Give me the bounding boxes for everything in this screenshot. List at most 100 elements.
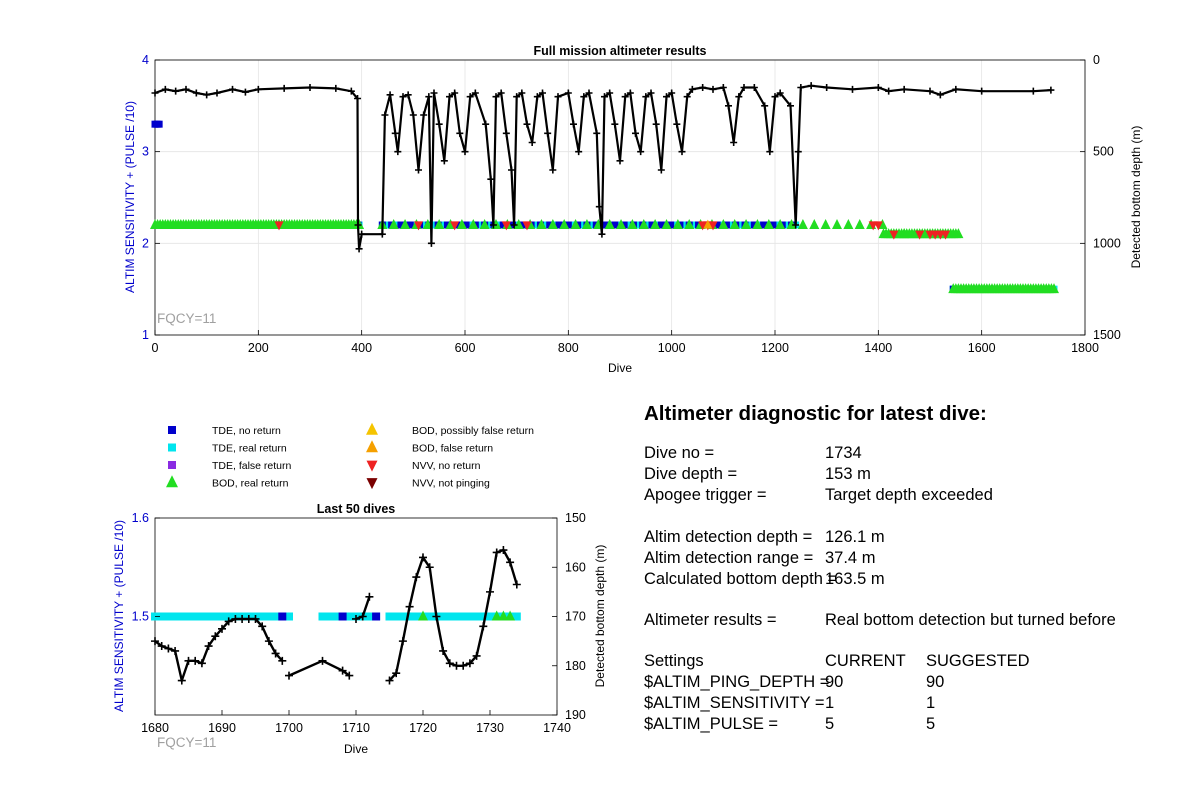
depth-point [171, 646, 180, 655]
depth-point [427, 239, 435, 247]
depth-point [487, 175, 495, 183]
depth-point [254, 85, 262, 93]
depth-point [419, 553, 427, 562]
depth-point [404, 91, 412, 99]
bod-real-return-marker [434, 219, 445, 229]
bod-real-return-marker [581, 219, 592, 229]
depth-point [1047, 86, 1055, 94]
legend-square-marker [168, 426, 176, 434]
top-plot-frame [154, 59, 1086, 336]
depth-point [611, 120, 619, 128]
bod-real-return-marker [752, 219, 763, 229]
depth-point [512, 580, 521, 589]
depth-point [213, 89, 221, 97]
bod-real-return-marker [468, 219, 479, 229]
depth-point [595, 203, 603, 211]
depth-point [238, 614, 247, 623]
depth-point [378, 230, 386, 238]
depth-point [177, 676, 186, 685]
ping-depth-suggested: 90 [926, 673, 945, 691]
nvv-no-return-marker [450, 221, 460, 231]
depth-point [510, 221, 518, 229]
legend-item: TDE, real return [168, 443, 287, 455]
legend-label: TDE, false return [212, 460, 292, 472]
depth-line-segment [388, 548, 518, 682]
settings-header: Settings [644, 652, 704, 670]
depth-point [456, 129, 464, 137]
depth-point [570, 120, 577, 128]
depth-point [642, 93, 650, 101]
legend-triangle-up-marker [366, 440, 378, 453]
depth-point [399, 93, 407, 101]
depth-point [874, 84, 882, 91]
dive-no-value: 1734 [825, 444, 862, 462]
depth-point [184, 656, 193, 665]
depth-point [182, 85, 190, 93]
bod-real-return-marker [650, 219, 661, 229]
tde-no-return-marker [722, 221, 730, 229]
legend-label: BOD, false return [412, 443, 493, 455]
bod-real-return-marker [741, 219, 752, 229]
depth-point [823, 84, 831, 91]
legend-item: NVV, no return [366, 460, 481, 472]
depth-point [358, 612, 367, 621]
depth-point [347, 87, 355, 95]
depth-point [926, 87, 934, 95]
legend-item: BOD, false return [366, 440, 493, 455]
depth-point [616, 157, 624, 165]
bod-real-return-marker [388, 219, 399, 229]
bod-real-return-marker [854, 219, 865, 229]
suggested-header: SUGGESTED [926, 652, 1030, 670]
depth-point [1029, 87, 1037, 95]
bod-real-return-marker [820, 219, 831, 229]
legend-triangle-down-marker [366, 460, 378, 472]
depth-point [251, 614, 260, 623]
legend-item: TDE, false return [168, 460, 292, 472]
nvv-no-return-marker [522, 221, 532, 231]
pulse-label: $ALTIM_PULSE = [644, 715, 779, 733]
current-header: CURRENT [825, 652, 906, 670]
tde-no-return-marker [611, 221, 619, 229]
depth-point [502, 129, 510, 137]
depth-line-segment [154, 617, 284, 685]
dive-depth-label: Dive depth = [644, 465, 738, 483]
depth-point [471, 89, 479, 97]
tde-no-return-marker [564, 221, 572, 229]
x-tick-label: 600 [455, 341, 476, 355]
nvv-no-return-marker [501, 221, 511, 231]
tde-no-return-marker [372, 612, 381, 621]
bod-real-return-marker [491, 610, 502, 621]
y-right-tick-label: 1500 [1093, 328, 1121, 342]
depth-point [518, 89, 526, 97]
tde-no-return-marker [769, 221, 777, 229]
tde-real-return-marker [285, 612, 293, 621]
x-tick-label: 1720 [409, 721, 437, 735]
tde-no-return-marker [155, 120, 163, 128]
depth-point [688, 85, 696, 93]
depth-point [776, 89, 784, 97]
depth-point [157, 642, 166, 651]
depth-point [218, 624, 226, 633]
y-right-tick-label: 170 [565, 610, 586, 624]
depth-point [593, 129, 601, 137]
legend-square-marker [168, 461, 176, 469]
bod-real-return-marker [809, 219, 820, 229]
depth-point [391, 129, 399, 137]
depth-point [394, 148, 402, 156]
depth-point [358, 230, 366, 238]
legend-item: BOD, real return [166, 475, 289, 490]
tde-real-return-marker [512, 612, 521, 621]
bod-real-return-marker [498, 610, 509, 621]
altimeter-results-value: Real bottom detection but turned before [825, 611, 1116, 629]
depth-point [626, 89, 634, 97]
detection-range-value: 37.4 m [825, 549, 876, 567]
depth-point [415, 166, 422, 174]
tde-no-return-marker [657, 221, 665, 229]
depth-point [554, 93, 562, 101]
depth-point [497, 89, 505, 97]
calculated-bottom-value: 163.5 m [825, 570, 885, 588]
depth-point [231, 614, 240, 623]
depth-point [197, 659, 206, 668]
nvv-no-return-marker [414, 221, 423, 231]
legend-label: TDE, no return [212, 425, 281, 437]
